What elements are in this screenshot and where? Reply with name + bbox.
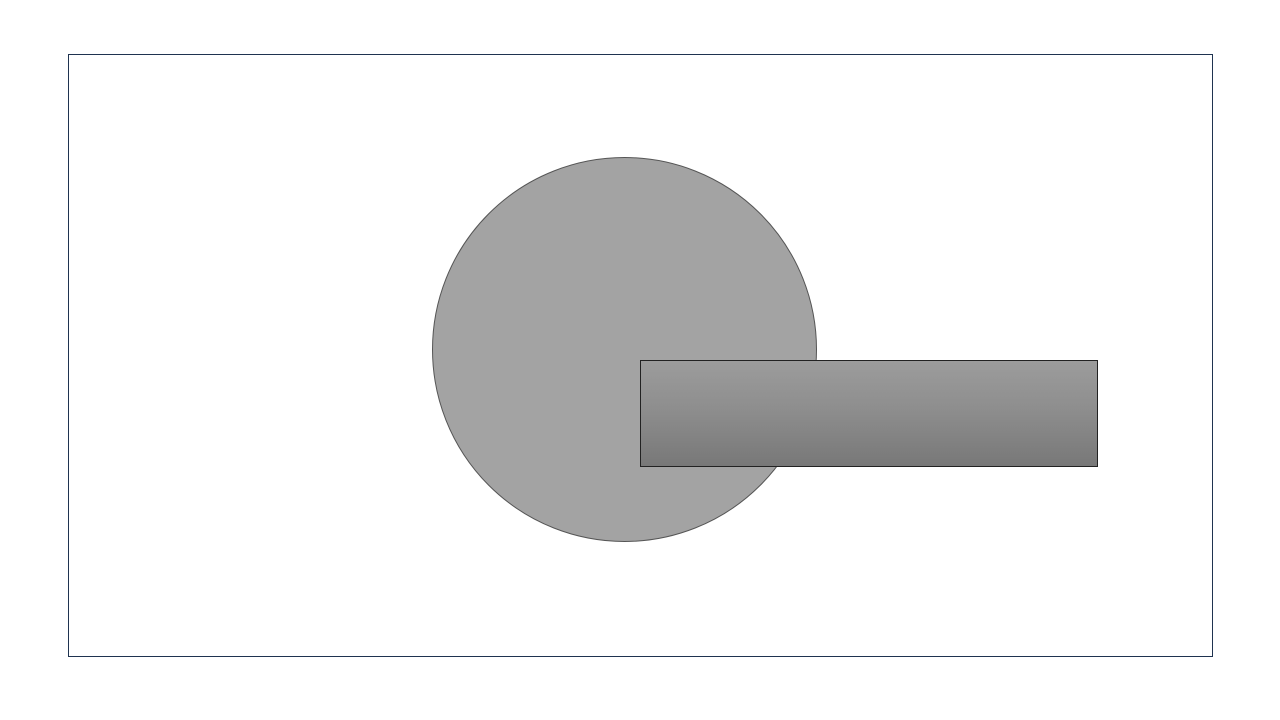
circle-shape[interactable] xyxy=(432,157,817,542)
rectangle-shape[interactable] xyxy=(640,360,1098,467)
